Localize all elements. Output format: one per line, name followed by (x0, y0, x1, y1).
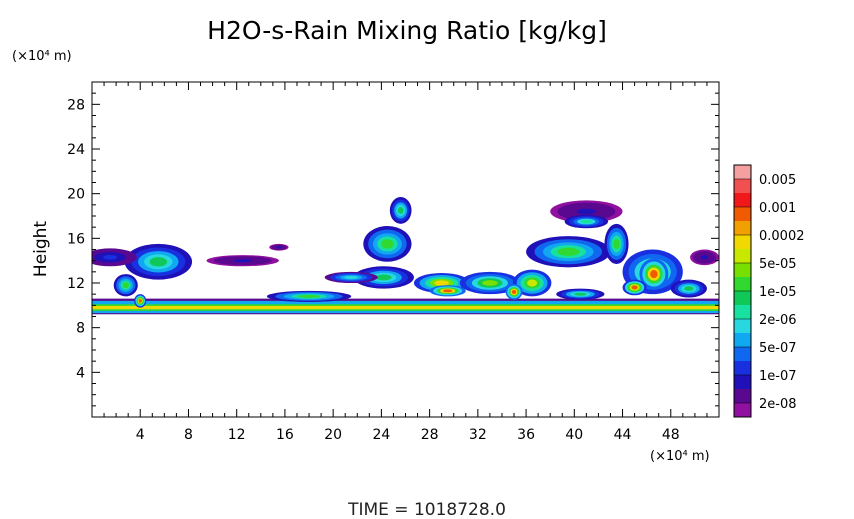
cloud-cell-2-shell-4 (122, 282, 129, 289)
x-tick-label-28: 28 (421, 427, 439, 443)
heatmap-plot-area (92, 82, 719, 417)
y-tick-label-8: 8 (76, 321, 85, 337)
colorbar-swatch-2 (734, 193, 751, 208)
colorbar-swatch-6 (734, 249, 751, 264)
colorbar-label-0.0002: 0.0002 (759, 229, 805, 244)
colorbar-swatch-12 (734, 333, 751, 348)
cloud-cell-10-shell-4 (344, 275, 359, 279)
colorbar-swatch-3 (734, 207, 751, 222)
cloud-cell-25-shell-4 (700, 255, 709, 260)
x-tick-label-16: 16 (276, 427, 294, 443)
colorbar-swatch-4 (734, 221, 751, 236)
colorbar-swatch-9 (734, 291, 751, 306)
x-tick-label-20: 20 (324, 427, 342, 443)
x-tick-label-4: 4 (136, 427, 145, 443)
time-label: TIME = 1018728.0 (347, 500, 506, 519)
colorbar-swatch-7 (734, 263, 751, 278)
colorbar-swatch-5 (734, 235, 751, 250)
colorbar-label-1e-07: 1e-07 (759, 369, 797, 384)
cloud-cell-4-shell-4 (233, 259, 253, 263)
colorbar-label-5e-07: 5e-07 (759, 341, 797, 356)
cloud-cell-8-shell-4 (397, 206, 404, 214)
x-tick-label-24: 24 (372, 427, 390, 443)
colorbar-label-5e-05: 5e-05 (759, 257, 797, 272)
y-tick-label-16: 16 (67, 231, 85, 247)
colorbar-swatch-8 (734, 277, 751, 292)
cloud-cell-20-shell-4 (613, 238, 620, 250)
x-tick-label-44: 44 (614, 427, 632, 443)
colorbar-swatch-10 (734, 305, 751, 320)
cloud-cell-9-shell-4 (375, 274, 392, 281)
chart-title: H2O-s-Rain Mixing Ratio [kg/kg] (207, 16, 607, 45)
cloud-cell-1-shell-4 (103, 254, 117, 260)
cloud-cell-11-shell-4 (434, 280, 449, 286)
cloud-cell-12-shell-4 (442, 289, 453, 293)
cloud-cell-7-shell-4 (381, 239, 394, 249)
colorbar-swatch-16 (734, 389, 751, 404)
x-tick-label-36: 36 (517, 427, 535, 443)
colorbar-label-2e-06: 2e-06 (759, 313, 797, 328)
cloud-cell-19-shell-4 (574, 292, 587, 296)
colorbar-swatch-15 (734, 375, 751, 390)
colorbar-label-2e-08: 2e-08 (759, 397, 797, 412)
colorbar-swatch-0 (734, 165, 751, 180)
colorbar-label-0.001: 0.001 (759, 201, 796, 216)
y-axis-label: Height (31, 221, 51, 278)
cloud-cell-0-shell-4 (149, 257, 168, 267)
x-axis: 4 8 12 16 20 24 28 32 36 40 44 48 (103, 82, 708, 443)
cloud-cell-16-shell-4 (557, 247, 580, 256)
cloud-cell-6-shell-4 (298, 294, 321, 298)
y-tick-label-20: 20 (67, 187, 85, 203)
colorbar-swatch-1 (734, 179, 751, 194)
cloud-cell-23-shell-4 (631, 285, 638, 290)
y-tick-label-28: 28 (67, 97, 85, 113)
colorbar-swatch-14 (734, 361, 751, 376)
colorbar: 0.005 0.001 0.0002 5e-05 1e-05 2e-06 5e-07 1e-0… (733, 164, 805, 418)
y-tick-label-4: 4 (76, 365, 85, 381)
cloud-cell-15-shell-4 (511, 289, 517, 294)
y-axis-unit: (×10⁴ m) (12, 49, 72, 64)
y-tick-label-12: 12 (67, 276, 85, 292)
y-tick-label-24: 24 (67, 142, 85, 158)
colorbar-swatch-17 (734, 403, 751, 418)
x-tick-label-40: 40 (565, 427, 583, 443)
cloud-cell-22-shell-4 (650, 270, 658, 279)
cloud-cell-17-shell-4 (576, 208, 596, 215)
x-tick-label-32: 32 (469, 427, 487, 443)
x-tick-label-8: 8 (184, 427, 193, 443)
x-axis-unit: (×10⁴ m) (650, 449, 710, 464)
mixing-ratio-field (92, 197, 719, 315)
colorbar-swatch-13 (734, 347, 751, 362)
colorbar-label-0.005: 0.005 (759, 173, 796, 188)
y-axis: 4 8 12 16 20 24 28 (67, 92, 719, 407)
cloud-cell-5-shell-4 (276, 246, 282, 249)
field-band-band_orange (92, 305, 719, 310)
cloud-cell-24-shell-4 (684, 286, 694, 291)
cloud-cell-18-shell-4 (580, 219, 593, 224)
x-tick-label-48: 48 (662, 427, 680, 443)
cloud-cell-14-shell-4 (527, 279, 538, 287)
cloud-cell-3-shell-4 (138, 299, 142, 303)
cloud-cell-13-shell-4 (482, 280, 498, 286)
x-tick-label-12: 12 (228, 427, 246, 443)
colorbar-label-1e-05: 1e-05 (759, 285, 797, 300)
colorbar-swatch-11 (734, 319, 751, 334)
